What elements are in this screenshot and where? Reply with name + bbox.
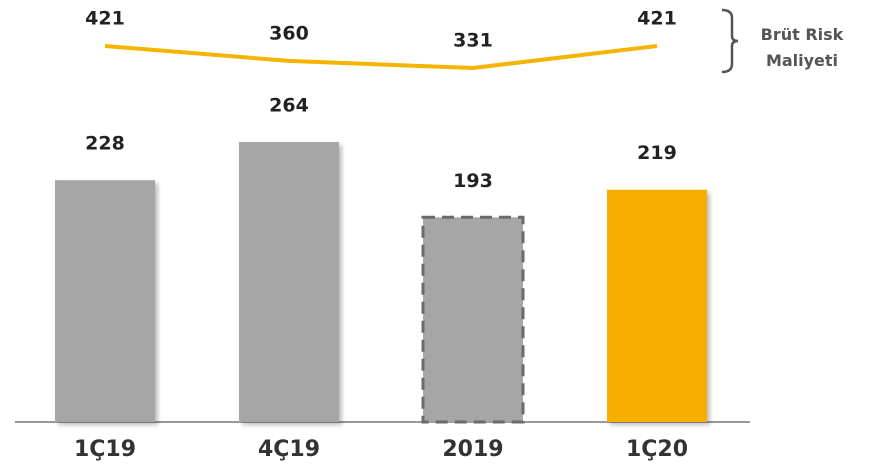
legend-label: Brüt Risk Maliyeti [760, 25, 844, 70]
x-tick-label: 1Ç19 [74, 437, 136, 462]
line-value-label: 421 [85, 8, 125, 30]
bar [421, 215, 525, 424]
bar [607, 189, 707, 422]
x-tick-label: 1Ç20 [626, 437, 688, 462]
bar-value-label: 264 [269, 95, 309, 117]
bar-value-label: 228 [85, 133, 125, 155]
bar-value-label: 193 [453, 170, 493, 192]
bar [239, 142, 339, 422]
line-value-label: 360 [269, 22, 309, 44]
bar-value-label: 219 [637, 142, 677, 164]
bar [55, 180, 155, 422]
line-value-label: 331 [453, 30, 493, 52]
x-tick-label: 4Ç19 [258, 437, 320, 462]
line [104, 44, 658, 71]
legend-bracket [721, 8, 739, 74]
x-tick-label: 2019 [442, 437, 503, 462]
line-value-label: 421 [637, 8, 677, 30]
